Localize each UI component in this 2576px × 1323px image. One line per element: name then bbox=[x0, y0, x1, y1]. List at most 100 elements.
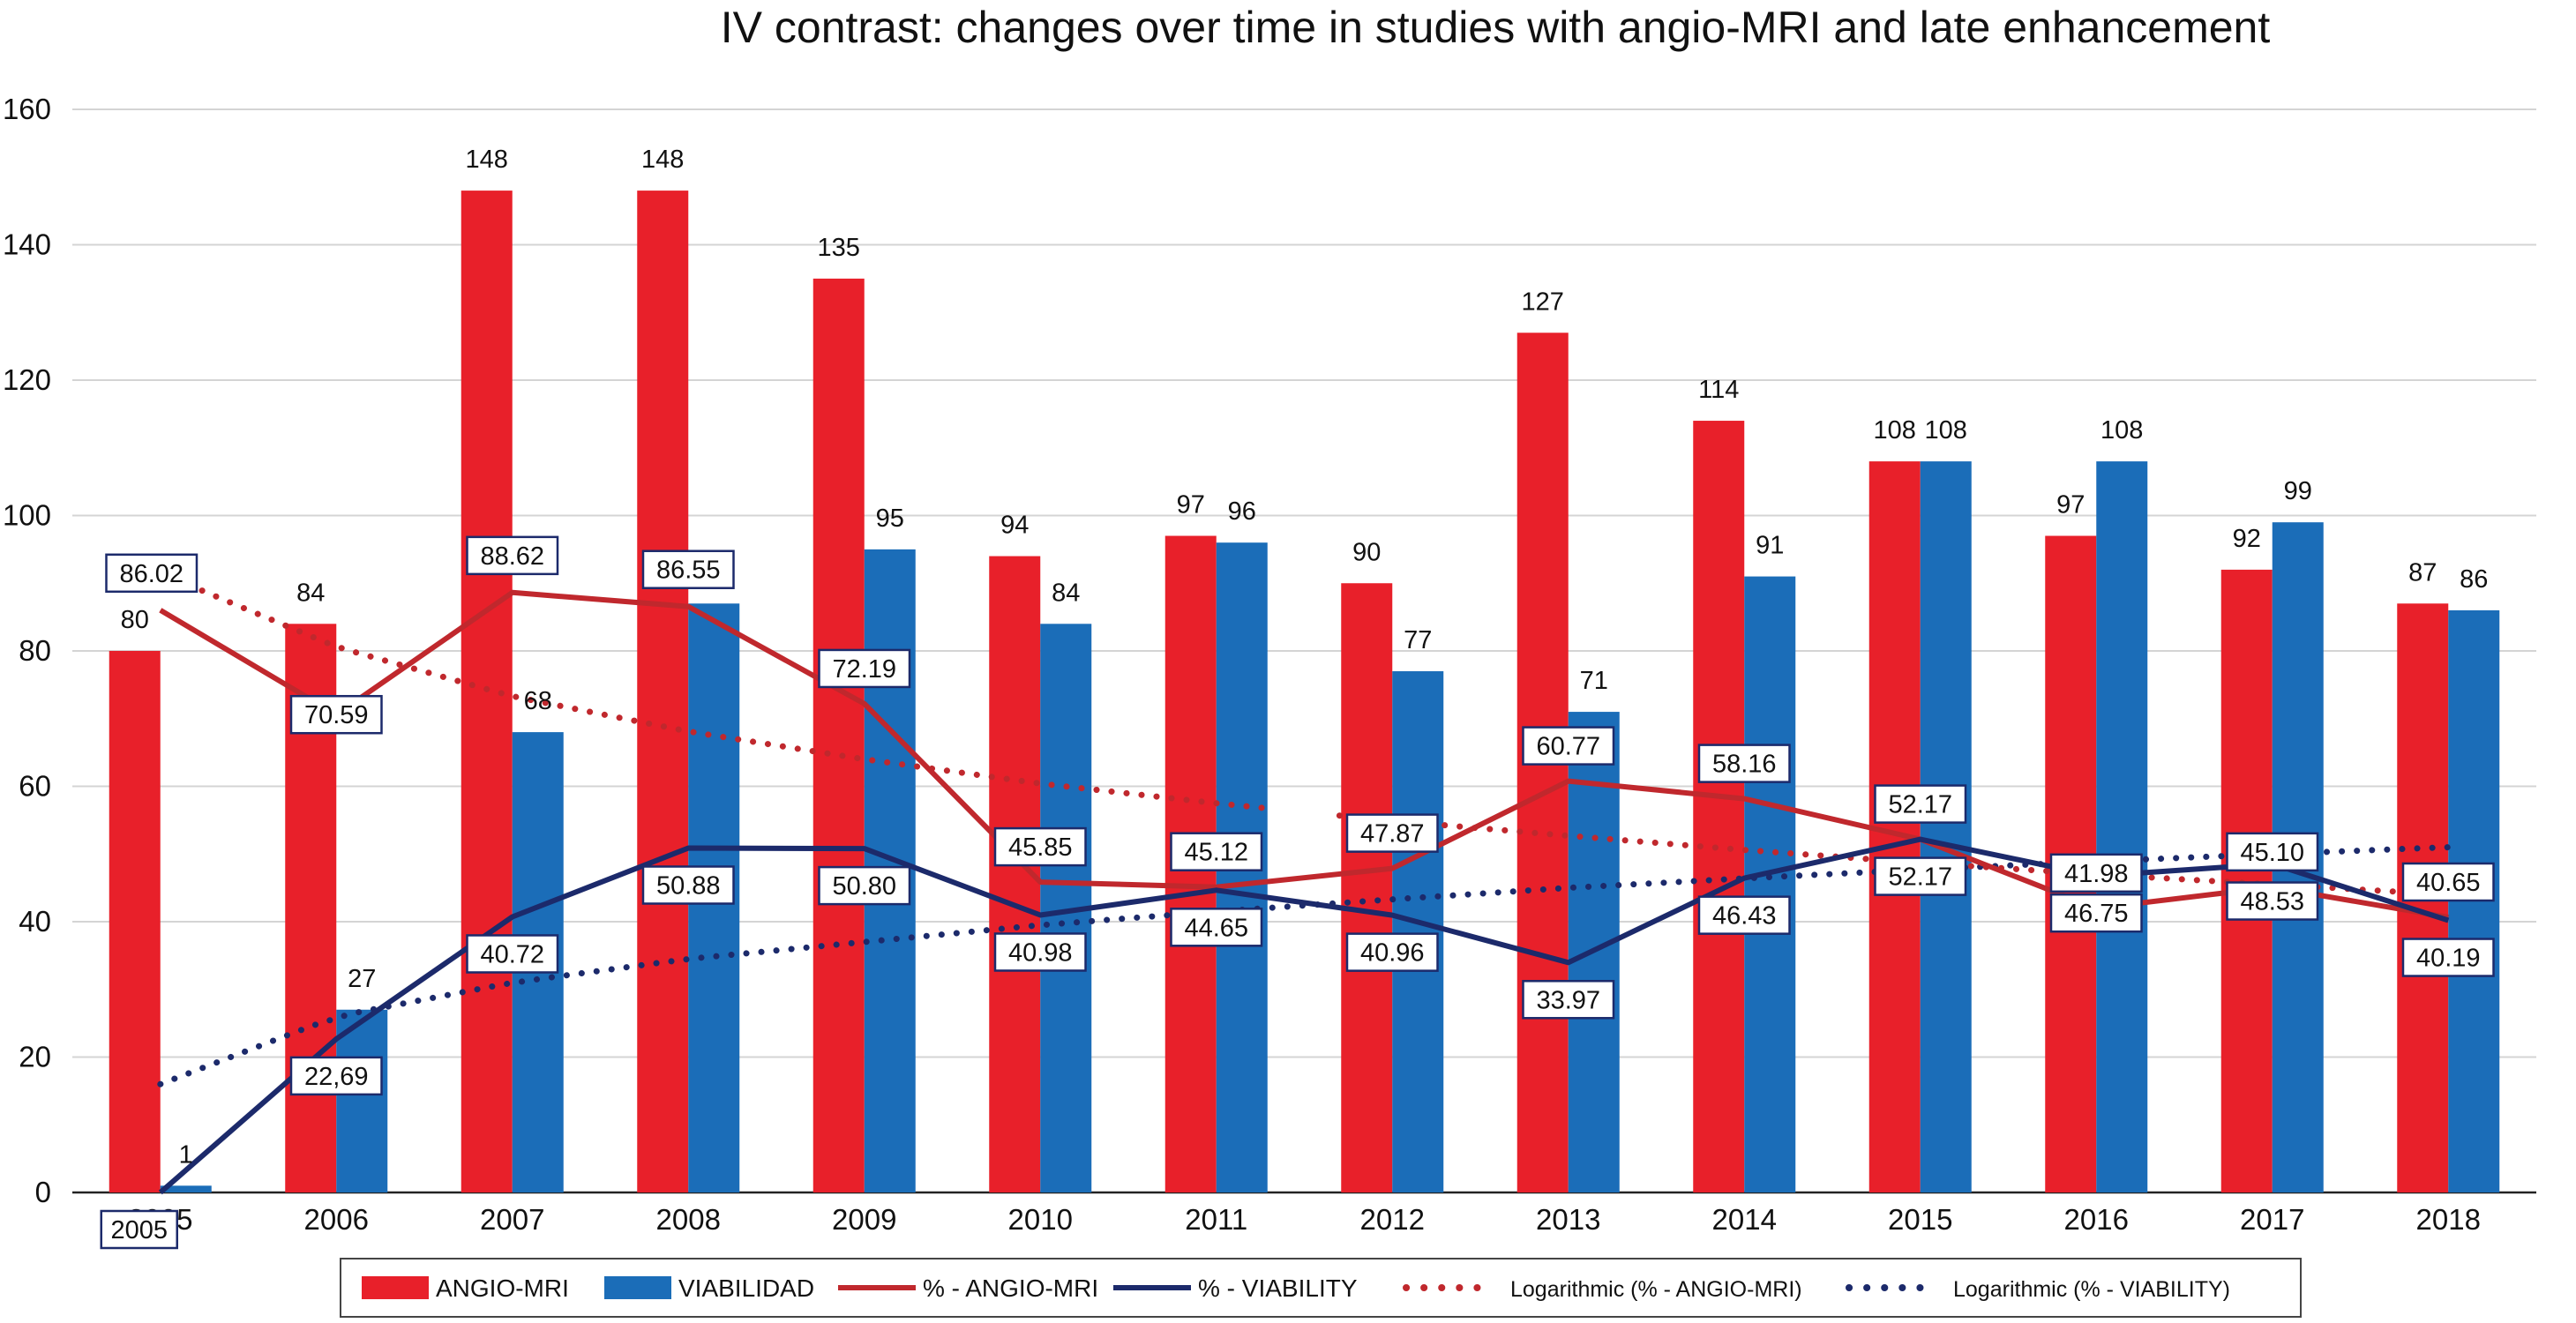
line-label-viability: 50.80 bbox=[818, 865, 911, 906]
legend-swatch bbox=[362, 1276, 429, 1299]
bar-viabilidad bbox=[336, 1009, 388, 1192]
trendline-angio bbox=[157, 570, 1273, 812]
data-label-box bbox=[993, 932, 1087, 972]
legend-label: % - ANGIO-MRI bbox=[923, 1274, 1098, 1302]
data-label-box bbox=[1697, 744, 1791, 783]
data-label-text: 46.75 bbox=[2064, 900, 2129, 928]
bar-value-label: 99 bbox=[2284, 477, 2312, 505]
y-tick-label: 60 bbox=[19, 770, 51, 803]
bars bbox=[109, 191, 2500, 1193]
data-label-text: 88.62 bbox=[480, 542, 544, 571]
gridlines bbox=[72, 108, 2536, 1194]
bar-viabilidad bbox=[1920, 461, 1972, 1192]
data-label-box bbox=[466, 535, 559, 576]
bar-viabilidad bbox=[1392, 671, 1444, 1192]
data-label-box bbox=[1522, 980, 1615, 1020]
legend-label: % - VIABILITY bbox=[1198, 1274, 1358, 1302]
data-label-box bbox=[2226, 881, 2319, 921]
data-label-text: 86.02 bbox=[119, 560, 183, 588]
data-label-text: 40.65 bbox=[2416, 869, 2481, 897]
bar-value-label: 94 bbox=[1000, 512, 1029, 540]
bar-angio-mri bbox=[812, 278, 865, 1192]
data-label-text: 40.72 bbox=[480, 940, 544, 968]
data-label-text: 44.65 bbox=[1184, 914, 1248, 942]
y-tick-label: 160 bbox=[3, 93, 51, 125]
x-tick-label: 2008 bbox=[656, 1203, 721, 1236]
bar-value-label: 97 bbox=[1177, 491, 1205, 519]
line-label-viability: 40.96 bbox=[1345, 932, 1439, 972]
data-label-box bbox=[1697, 895, 1791, 935]
y-tick-label: 0 bbox=[35, 1176, 51, 1208]
line-label-viability: 44.65 bbox=[1170, 908, 1263, 947]
bar-value-label: 71 bbox=[1580, 667, 1608, 695]
bar-value-label: 90 bbox=[1352, 538, 1381, 566]
line-label-viability: 50.88 bbox=[641, 865, 735, 905]
bar-value-label: 86 bbox=[2460, 565, 2488, 594]
line-label-viability: 40.98 bbox=[993, 932, 1087, 972]
bar-value-label: 108 bbox=[1874, 416, 1916, 445]
bar-value-label: 87 bbox=[2408, 558, 2437, 587]
y-tick-label: 140 bbox=[3, 228, 51, 261]
line-label-viability: 48.53 bbox=[2226, 881, 2319, 921]
data-label-text: 2005 bbox=[110, 1216, 168, 1245]
bar-viabilidad bbox=[2096, 461, 2148, 1192]
data-label-box bbox=[2401, 862, 2495, 902]
bar-angio-mri bbox=[637, 191, 689, 1193]
x-tick-label: 2018 bbox=[2416, 1203, 2481, 1236]
data-label-box bbox=[289, 694, 383, 735]
y-tick-label: 40 bbox=[19, 905, 51, 938]
line-label-angio: 40.65 bbox=[2401, 862, 2495, 902]
bar-value-label: 84 bbox=[296, 579, 325, 607]
line-label-angio: 86.02 bbox=[105, 553, 198, 594]
bar-value-label: 97 bbox=[2056, 491, 2085, 519]
bar-value-label: 95 bbox=[876, 505, 904, 533]
data-label-text: 45.12 bbox=[1184, 839, 1248, 867]
chart-title: IV contrast: changes over time in studie… bbox=[721, 3, 2271, 52]
line-label-angio: 60.77 bbox=[1522, 726, 1615, 766]
bar-value-label: 91 bbox=[1756, 532, 1784, 560]
data-label-text: 50.80 bbox=[832, 872, 896, 901]
data-label-text: 33.97 bbox=[1536, 986, 1600, 1014]
data-label-text: 45.85 bbox=[1008, 833, 1073, 862]
line-label-angio: 45.85 bbox=[993, 826, 1087, 867]
legend-label: VIABILIDAD bbox=[678, 1274, 814, 1302]
legend: ANGIO-MRI VIABILIDAD % - ANGIO-MRI % - VIAB… bbox=[340, 1258, 2302, 1318]
bar-value-label: 77 bbox=[1404, 626, 1432, 654]
line-label-viability: 2005 bbox=[100, 1209, 178, 1250]
data-label-text: 86.55 bbox=[656, 557, 721, 585]
bar-viabilidad bbox=[160, 1185, 212, 1192]
line-label-angio: 72.19 bbox=[818, 648, 911, 689]
data-label-box bbox=[1170, 908, 1263, 947]
line-label-angio: 41.98 bbox=[2049, 853, 2143, 893]
data-label-box bbox=[993, 826, 1087, 867]
data-label-box bbox=[818, 865, 911, 906]
line-label-angio: 58.16 bbox=[1697, 744, 1791, 783]
data-label-box bbox=[641, 865, 735, 905]
bar-value-label: 108 bbox=[2100, 416, 2143, 445]
bar-value-label: 84 bbox=[1052, 579, 1080, 607]
bar-viabilidad bbox=[1744, 576, 1796, 1192]
x-tick-label: 2010 bbox=[1008, 1203, 1073, 1236]
data-label-text: 40.96 bbox=[1360, 939, 1425, 968]
data-label-box bbox=[1170, 832, 1263, 871]
data-label-box bbox=[1345, 813, 1439, 853]
x-tick-label: 2015 bbox=[1888, 1203, 1952, 1236]
data-label-box bbox=[1522, 726, 1615, 766]
x-tick-label: 2006 bbox=[304, 1203, 369, 1236]
line-label-angio: 52.17 bbox=[1874, 784, 1967, 824]
data-label-text: 52.17 bbox=[1888, 863, 1952, 892]
data-label-text: 45.10 bbox=[2240, 839, 2304, 867]
y-tick-label: 100 bbox=[3, 499, 51, 532]
bar-angio-mri bbox=[109, 651, 161, 1192]
line-label-viability: 46.43 bbox=[1697, 895, 1791, 935]
bar-value-label: 1 bbox=[179, 1140, 193, 1169]
bar-value-label: 148 bbox=[641, 146, 684, 174]
bar-value-label: 27 bbox=[348, 965, 376, 993]
line-label-viability: 40.72 bbox=[466, 934, 559, 974]
data-label-text: 47.87 bbox=[1360, 820, 1425, 848]
data-label-box bbox=[1345, 932, 1439, 972]
data-labels: 80 1 84 27 148 68 148 135 95 94 84 97 96 90 77 127 71 114… bbox=[100, 146, 2495, 1250]
line-label-angio: 47.87 bbox=[1345, 813, 1439, 853]
